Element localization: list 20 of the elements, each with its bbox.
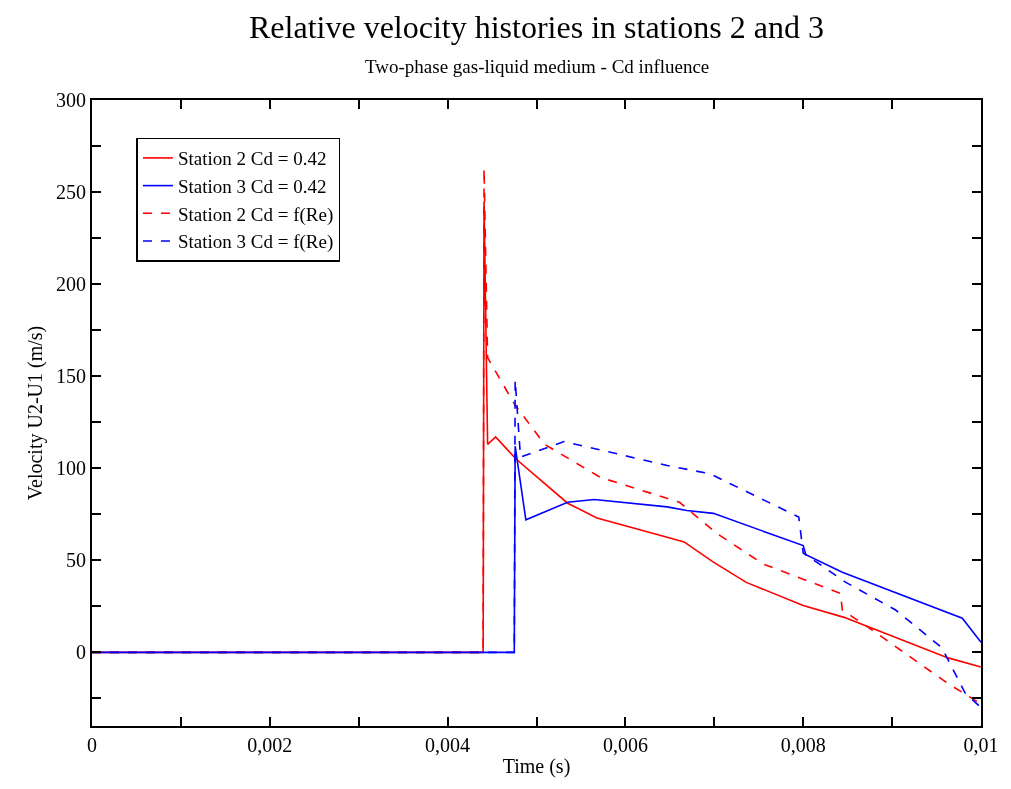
y-axis-title: Velocity U2-U1 (m/s) bbox=[24, 325, 47, 501]
x-tick-label: 0,008 bbox=[780, 734, 826, 756]
y-tick-label: 50 bbox=[66, 549, 86, 572]
x-tick-label: 0,004 bbox=[425, 734, 471, 756]
legend-label: Station 3 Cd = 0.42 bbox=[177, 176, 327, 198]
x-tick-label: 0,01 bbox=[963, 734, 999, 756]
y-tick-label: 300 bbox=[56, 89, 86, 111]
legend-label: Station 3 Cd = f(Re) bbox=[177, 231, 334, 254]
y-tick-label: 0 bbox=[76, 641, 86, 664]
y-tick-label: 200 bbox=[56, 273, 86, 296]
chart-title: Relative velocity histories in stations 2 and 3 bbox=[249, 9, 825, 45]
x-tick-label: 0,006 bbox=[602, 734, 648, 756]
y-tick-label: 150 bbox=[56, 365, 86, 388]
legend-label: Station 2 Cd = 0.42 bbox=[177, 148, 327, 170]
x-tick-label: 0,002 bbox=[247, 734, 293, 756]
y-tick-label: 100 bbox=[56, 457, 86, 480]
y-tick-label: 250 bbox=[56, 181, 86, 204]
legend-label: Station 2 Cd = f(Re) bbox=[177, 203, 334, 226]
x-axis-title: Time (s) bbox=[502, 755, 571, 778]
chart-subtitle: Two-phase gas-liquid medium - Cd influence bbox=[365, 56, 710, 77]
